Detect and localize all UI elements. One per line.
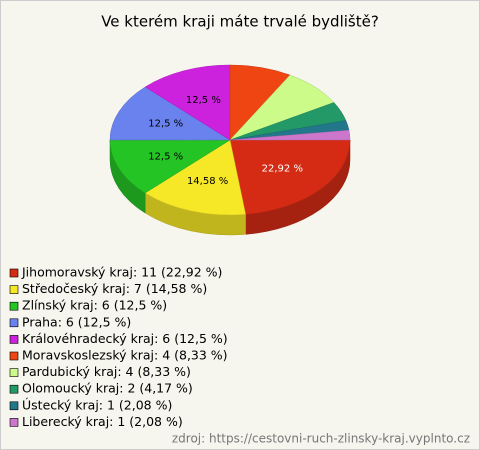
slice [144,139,246,216]
source: zdroj: https://cestovni-ruch-zlinsky-kra… [172,432,470,446]
slice [229,129,351,141]
value-label: 12,5 % [186,95,221,106]
legend-swatch [9,418,19,427]
slice [229,139,351,215]
legend-swatch [9,368,19,377]
value-label: 12,5 % [148,152,183,163]
legend-swatch [9,318,19,328]
legend-label: Jihomoravský kraj: 11 (22,92 %) [21,265,222,280]
value-label: 12,5 % [148,118,183,129]
legend-label: Moravskoslezský kraj: 4 (8,33 %) [22,348,228,363]
legend-label: Olomoucký kraj: 2 (4,17 %) [22,381,193,396]
legend-label: Středočeský kraj: 7 (14,58 %) [22,281,207,296]
legend-swatch [9,401,19,411]
legend-label: Liberecký kraj: 1 (2,08 %) [22,414,183,429]
legend-label: Pardubický kraj: 4 (8,33 %) [22,364,191,379]
slice [109,139,231,194]
slice [144,64,231,141]
value-label: 22,92 % [262,164,303,175]
chart-title: Ve kterém kraji máte trvalé bydliště? [101,13,379,31]
legend-label: Královéhradecký kraj: 6 (12,5 %) [22,331,228,346]
legend-swatch [9,384,19,394]
legend-swatch [9,335,19,344]
legend-label: Zlínský kraj: 6 (12,5 %) [22,298,167,313]
legend-swatch [9,285,19,294]
slice [109,86,231,141]
legend-label: Praha: 6 (12,5 %) [22,314,131,329]
legend-swatch [9,351,19,361]
legend-swatch [9,301,19,311]
value-label: 14,58 % [187,176,228,187]
legend-label: Ústecký kraj: 1 (2,08 %) [22,397,172,412]
legend-swatch [9,268,19,278]
